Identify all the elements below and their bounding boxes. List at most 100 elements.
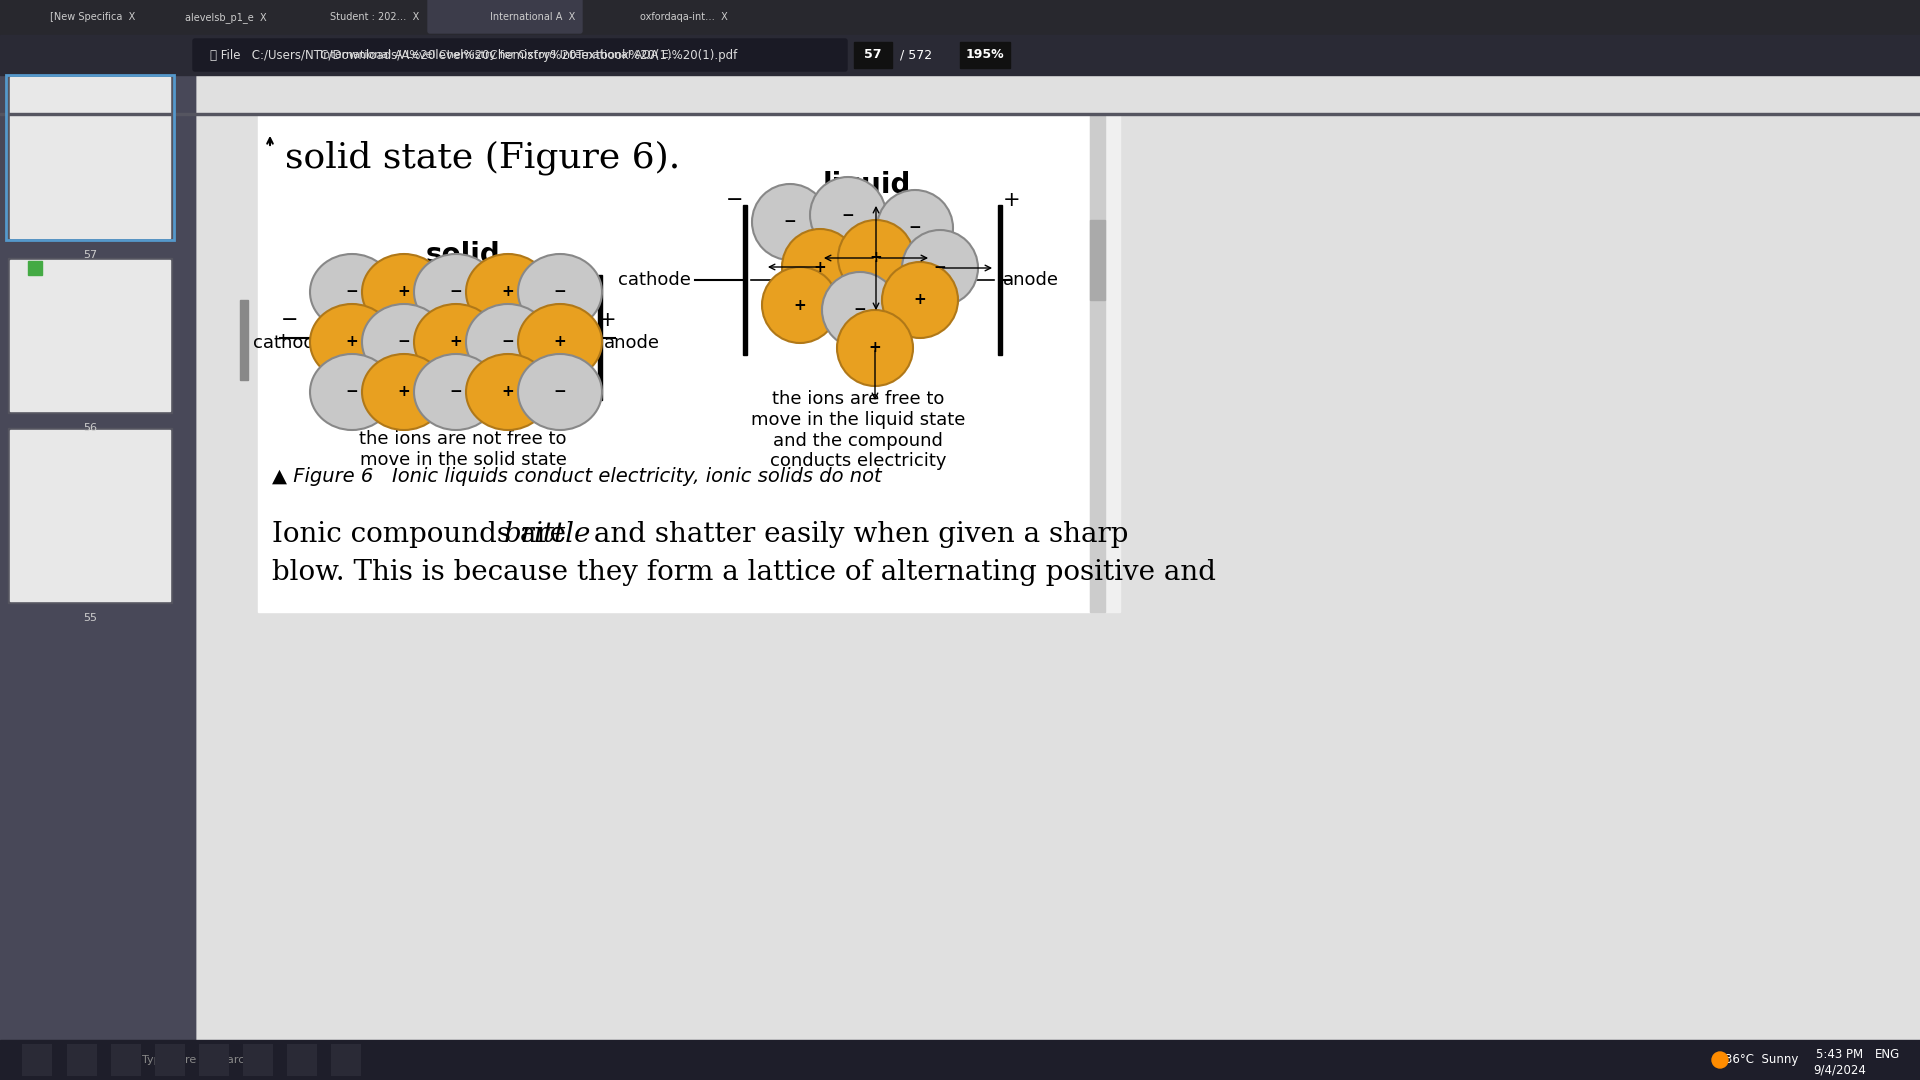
Ellipse shape	[415, 303, 497, 380]
Ellipse shape	[518, 354, 603, 430]
Text: / 572: / 572	[900, 49, 931, 62]
Text: +: +	[397, 284, 411, 299]
Text: +: +	[501, 284, 515, 299]
Text: −: −	[449, 284, 463, 299]
Text: −: −	[783, 215, 797, 230]
Bar	[29, 261, 42, 275]
Text: −: −	[908, 220, 922, 235]
Bar	[328, 275, 332, 400]
Text: Ionic compounds are: Ionic compounds are	[273, 522, 574, 549]
Bar	[0, 1040, 1920, 1080]
Bar	[0, 113, 1920, 114]
Text: +: +	[599, 310, 616, 329]
Text: 36°C  Sunny: 36°C Sunny	[1726, 1053, 1799, 1067]
Text: 55: 55	[83, 613, 98, 623]
Text: oxfordaqa-int…  X: oxfordaqa-int… X	[639, 13, 728, 23]
Text: +: +	[397, 384, 411, 400]
Text: +: +	[870, 251, 883, 266]
Ellipse shape	[415, 254, 497, 330]
Bar	[0, 35, 1920, 75]
Text: 57: 57	[83, 249, 98, 260]
Bar	[0, 0, 196, 1080]
Text: Student : 202…  X: Student : 202… X	[330, 13, 419, 23]
Circle shape	[1713, 1052, 1728, 1068]
Text: blow. This is because they form a lattice of alternating positive and: blow. This is because they form a lattic…	[273, 559, 1215, 586]
Ellipse shape	[467, 303, 549, 380]
Bar	[1091, 114, 1119, 612]
Ellipse shape	[877, 190, 952, 266]
Ellipse shape	[467, 254, 549, 330]
Ellipse shape	[837, 310, 914, 386]
Text: 5:43 PM: 5:43 PM	[1816, 1048, 1864, 1061]
Bar	[156, 1044, 184, 1076]
Bar	[1091, 220, 1106, 300]
Text: 195%: 195%	[966, 49, 1004, 62]
Text: +: +	[814, 259, 826, 274]
Text: −: −	[854, 302, 866, 318]
Text: Type here to search: Type here to search	[142, 1055, 252, 1065]
Text: alevelsb_p1_e  X: alevelsb_p1_e X	[184, 12, 267, 23]
Text: ⓘ File   C:/Users/NTC/Downloads/A%20level%20Chemistry%20Textbook%20(1)%20(1).pdf: ⓘ File C:/Users/NTC/Downloads/A%20level%…	[209, 49, 737, 62]
Text: −: −	[449, 384, 463, 400]
Text: International A Level Chemistry for Oxford International AQA E...: International A Level Chemistry for Oxfo…	[321, 50, 680, 60]
Bar	[286, 1044, 317, 1076]
Text: +: +	[914, 293, 925, 308]
Ellipse shape	[810, 177, 885, 253]
Text: 57: 57	[864, 49, 881, 62]
Text: cathode: cathode	[618, 271, 691, 289]
FancyBboxPatch shape	[194, 39, 847, 71]
Text: 56: 56	[83, 423, 98, 433]
Bar	[111, 1044, 140, 1076]
Bar	[21, 1044, 52, 1076]
Text: −: −	[841, 207, 854, 222]
Text: −: −	[346, 284, 359, 299]
Text: −: −	[553, 284, 566, 299]
Ellipse shape	[837, 220, 914, 296]
Bar	[6, 75, 175, 240]
Text: 🔍: 🔍	[113, 1053, 121, 1067]
Text: 9/4/2024: 9/4/2024	[1814, 1064, 1866, 1077]
Text: the ions are not free to
move in the solid state: the ions are not free to move in the sol…	[359, 430, 566, 469]
Ellipse shape	[518, 254, 603, 330]
Bar	[8, 258, 173, 413]
Bar	[200, 1044, 228, 1076]
Text: −: −	[397, 335, 411, 350]
Text: −: −	[726, 190, 743, 210]
Text: −: −	[501, 335, 515, 350]
Bar	[240, 300, 248, 380]
Bar	[743, 205, 747, 355]
Ellipse shape	[363, 303, 445, 380]
Text: +: +	[449, 335, 463, 350]
Bar	[597, 275, 603, 400]
Bar	[330, 1044, 361, 1076]
Text: +: +	[346, 335, 359, 350]
Text: +: +	[553, 335, 566, 350]
Text: solid state (Figure 6).: solid state (Figure 6).	[284, 140, 680, 175]
Text: [New Specifica  X: [New Specifica X	[50, 13, 134, 23]
Bar	[0, 0, 196, 1080]
Text: cathode: cathode	[253, 334, 326, 351]
Text: International A  X: International A X	[490, 13, 576, 23]
Bar	[960, 42, 1010, 68]
Text: ▲ Figure 6   Ionic liquids conduct electricity, ionic solids do not: ▲ Figure 6 Ionic liquids conduct electri…	[273, 468, 881, 486]
Ellipse shape	[309, 303, 394, 380]
Text: +: +	[793, 297, 806, 312]
Text: ENG: ENG	[1876, 1048, 1901, 1061]
Text: anode: anode	[605, 334, 660, 351]
FancyBboxPatch shape	[428, 0, 582, 33]
Bar	[8, 75, 173, 240]
Ellipse shape	[363, 254, 445, 330]
Bar	[10, 260, 171, 411]
Text: and shatter easily when given a sharp: and shatter easily when given a sharp	[586, 522, 1129, 549]
Text: brittle: brittle	[503, 522, 591, 549]
Text: −: −	[933, 260, 947, 275]
Bar	[1091, 114, 1106, 612]
Bar	[8, 428, 173, 603]
Ellipse shape	[415, 354, 497, 430]
Ellipse shape	[753, 184, 828, 260]
Bar	[854, 42, 893, 68]
Text: −: −	[346, 384, 359, 400]
Ellipse shape	[363, 354, 445, 430]
Ellipse shape	[467, 354, 549, 430]
Ellipse shape	[822, 272, 899, 348]
